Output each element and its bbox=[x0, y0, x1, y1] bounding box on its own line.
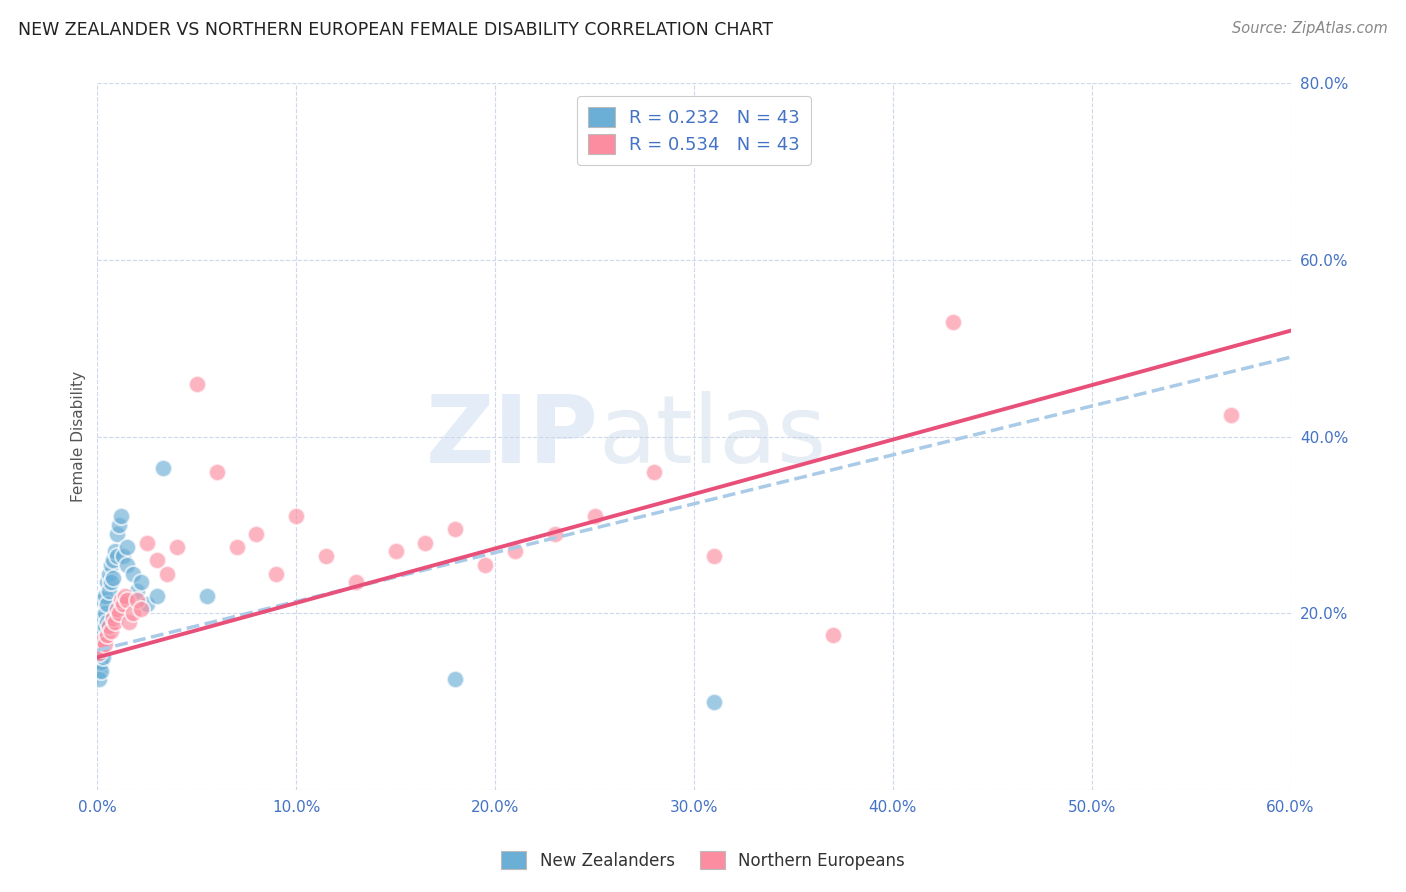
Point bbox=[100, 624, 122, 638]
Point bbox=[104, 544, 127, 558]
Point bbox=[146, 553, 169, 567]
Point bbox=[105, 602, 128, 616]
Point bbox=[90, 646, 112, 660]
Point bbox=[98, 566, 121, 581]
Point bbox=[91, 650, 114, 665]
Point bbox=[98, 584, 121, 599]
Text: ZIP: ZIP bbox=[426, 391, 599, 483]
Point bbox=[100, 575, 122, 590]
Point bbox=[114, 589, 136, 603]
Point bbox=[89, 646, 111, 660]
Legend: New Zealanders, Northern Europeans: New Zealanders, Northern Europeans bbox=[495, 845, 911, 877]
Y-axis label: Female Disability: Female Disability bbox=[72, 371, 86, 502]
Point bbox=[156, 566, 179, 581]
Point bbox=[91, 632, 114, 647]
Point bbox=[112, 549, 135, 563]
Point bbox=[127, 593, 149, 607]
Point bbox=[89, 673, 111, 687]
Point bbox=[100, 558, 122, 572]
Point bbox=[136, 535, 159, 549]
Point bbox=[90, 655, 112, 669]
Point bbox=[104, 615, 127, 629]
Point bbox=[152, 460, 174, 475]
Point bbox=[186, 376, 208, 391]
Point bbox=[643, 465, 665, 479]
Point bbox=[384, 544, 406, 558]
Point bbox=[105, 526, 128, 541]
Point bbox=[129, 602, 152, 616]
Point bbox=[89, 664, 111, 678]
Point bbox=[90, 628, 112, 642]
Point bbox=[823, 628, 845, 642]
Point bbox=[1219, 408, 1241, 422]
Point bbox=[103, 571, 125, 585]
Text: NEW ZEALANDER VS NORTHERN EUROPEAN FEMALE DISABILITY CORRELATION CHART: NEW ZEALANDER VS NORTHERN EUROPEAN FEMAL… bbox=[18, 21, 773, 39]
Point bbox=[118, 615, 141, 629]
Point bbox=[415, 535, 437, 549]
Point bbox=[444, 673, 467, 687]
Point bbox=[94, 637, 117, 651]
Point bbox=[583, 509, 606, 524]
Point bbox=[129, 575, 152, 590]
Point bbox=[544, 526, 567, 541]
Point bbox=[703, 549, 725, 563]
Point bbox=[91, 637, 114, 651]
Point bbox=[315, 549, 337, 563]
Point bbox=[127, 584, 149, 599]
Point bbox=[110, 509, 132, 524]
Point bbox=[474, 558, 496, 572]
Point bbox=[941, 315, 963, 329]
Point bbox=[91, 593, 114, 607]
Point bbox=[105, 549, 128, 563]
Point bbox=[103, 553, 125, 567]
Point bbox=[108, 517, 131, 532]
Point bbox=[90, 641, 112, 656]
Point bbox=[94, 589, 117, 603]
Legend: R = 0.232   N = 43, R = 0.534   N = 43: R = 0.232 N = 43, R = 0.534 N = 43 bbox=[576, 96, 811, 165]
Point bbox=[444, 522, 467, 536]
Point bbox=[205, 465, 228, 479]
Point bbox=[94, 606, 117, 620]
Text: atlas: atlas bbox=[599, 391, 827, 483]
Point bbox=[245, 526, 267, 541]
Point bbox=[115, 558, 138, 572]
Point bbox=[91, 610, 114, 624]
Point bbox=[98, 619, 121, 633]
Point bbox=[110, 593, 132, 607]
Point bbox=[703, 694, 725, 708]
Point bbox=[122, 566, 145, 581]
Text: Source: ZipAtlas.com: Source: ZipAtlas.com bbox=[1232, 21, 1388, 37]
Point bbox=[96, 628, 118, 642]
Point bbox=[112, 598, 135, 612]
Point bbox=[90, 664, 112, 678]
Point bbox=[115, 540, 138, 554]
Point bbox=[166, 540, 188, 554]
Point bbox=[503, 544, 526, 558]
Point bbox=[108, 606, 131, 620]
Point bbox=[285, 509, 308, 524]
Point bbox=[96, 598, 118, 612]
Point bbox=[96, 575, 118, 590]
Point bbox=[146, 589, 169, 603]
Point bbox=[89, 646, 111, 660]
Point bbox=[344, 575, 367, 590]
Point bbox=[195, 589, 218, 603]
Point bbox=[91, 624, 114, 638]
Point bbox=[115, 593, 138, 607]
Point bbox=[103, 610, 125, 624]
Point bbox=[96, 615, 118, 629]
Point bbox=[225, 540, 247, 554]
Point bbox=[266, 566, 288, 581]
Point bbox=[89, 655, 111, 669]
Point bbox=[122, 606, 145, 620]
Point bbox=[94, 619, 117, 633]
Point bbox=[136, 598, 159, 612]
Point bbox=[90, 637, 112, 651]
